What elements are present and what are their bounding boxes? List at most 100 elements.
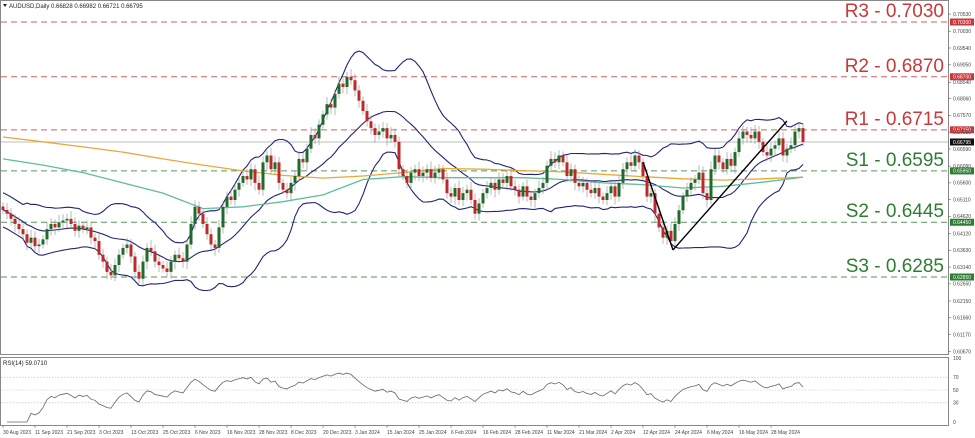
- candle-body: [649, 193, 653, 197]
- level-label-R2: R2 - 0.6870: [845, 56, 944, 77]
- level-label-S3: S3 - 0.6285: [846, 256, 944, 277]
- candle-body: [389, 134, 393, 139]
- candle-body: [141, 261, 145, 279]
- candle-body: [773, 145, 777, 149]
- candle-body: [485, 188, 489, 194]
- candle-body: [253, 169, 257, 183]
- candle-body: [273, 162, 277, 170]
- candle-body: [357, 90, 361, 101]
- candle-body: [93, 237, 97, 242]
- candle-body: [553, 158, 557, 163]
- candle-body: [689, 182, 693, 190]
- candle-body: [745, 131, 749, 135]
- candle-body: [605, 193, 609, 200]
- candle-body: [457, 188, 461, 200]
- candle-body: [361, 100, 365, 111]
- candle-body: [533, 193, 537, 200]
- x-tick-label: 16 May 2024: [739, 430, 768, 436]
- price-badge-S2: [950, 218, 974, 226]
- candle-body: [169, 261, 173, 272]
- candle-body: [465, 189, 469, 194]
- x-tick-label: 28 Feb 2024: [515, 430, 543, 436]
- candle-body: [573, 169, 577, 183]
- x-tick-label: 16 Nov 2023: [227, 430, 256, 436]
- y-tick-label: 0.64120: [953, 231, 971, 237]
- x-tick-label: 8 Dec 2023: [291, 430, 317, 436]
- symbol-header: AUDUSD,Daily 0.66828 0.66982 0.66721 0.6…: [9, 4, 143, 10]
- candle-body: [193, 206, 197, 224]
- level-label-S1: S1 - 0.6595: [846, 150, 944, 171]
- candle-body: [353, 80, 357, 91]
- candle-body: [209, 234, 213, 245]
- candle-body: [185, 244, 189, 262]
- candle-body: [497, 179, 501, 190]
- candle-body: [493, 182, 497, 190]
- candle-body: [181, 258, 185, 262]
- candle-body: [77, 225, 81, 231]
- y-tick-label: 0.60670: [953, 349, 971, 355]
- candle-body: [221, 206, 225, 228]
- candle-body: [117, 254, 121, 266]
- y-tick-label: 0.68060: [953, 96, 971, 102]
- trendline-1: [672, 120, 788, 251]
- level-label-R1: R1 - 0.6715: [845, 109, 944, 130]
- rsi-line: [7, 372, 804, 423]
- candle-body: [537, 188, 541, 194]
- current-price-badge-text: 0.66795: [953, 140, 971, 146]
- candle-body: [545, 165, 549, 183]
- candle-body: [801, 128, 805, 142]
- candle-body: [37, 244, 41, 247]
- candle-body: [561, 155, 565, 163]
- candle-body: [381, 128, 385, 132]
- candle-body: [377, 131, 381, 135]
- x-tick-label: 21 Mar 2024: [579, 430, 607, 436]
- candle-body: [741, 131, 745, 139]
- price-badge-R1: [950, 126, 974, 134]
- candle-body: [761, 141, 765, 153]
- level-label-R3: R3 - 0.7030: [845, 1, 944, 22]
- candle-body: [693, 179, 697, 183]
- x-tick-label: 13 Oct 2023: [131, 430, 158, 436]
- y-tick-label: 0.61170: [953, 332, 971, 338]
- candle-body: [481, 193, 485, 204]
- x-tick-label: 12 Apr 2024: [643, 430, 670, 436]
- candle-body: [509, 176, 513, 187]
- candle-body: [289, 182, 293, 194]
- y-tick-label: 0.63630: [953, 248, 971, 254]
- candle-body: [733, 152, 737, 166]
- candle-body: [637, 155, 641, 163]
- candle-body: [625, 162, 629, 170]
- candle-body: [621, 169, 625, 183]
- candle-body: [149, 247, 153, 252]
- candle-body: [669, 230, 673, 242]
- x-tick-label: 28 Nov 2023: [259, 430, 288, 436]
- candle-body: [705, 193, 709, 200]
- candle-body: [329, 104, 333, 108]
- x-tick-label: 6 Feb 2024: [451, 430, 477, 436]
- collapse-triangle-icon[interactable]: [3, 4, 7, 7]
- candle-body: [737, 138, 741, 153]
- candle-body: [33, 237, 37, 247]
- x-tick-label: 11 Sep 2023: [35, 430, 63, 436]
- y-tick-label: 0.70030: [953, 29, 971, 35]
- candle-body: [293, 176, 297, 183]
- candle-body: [461, 193, 465, 200]
- candle-body: [201, 213, 205, 224]
- candle-body: [173, 254, 177, 262]
- candle-body: [565, 162, 569, 177]
- candle-body: [725, 158, 729, 170]
- candle-body: [597, 188, 601, 197]
- x-tick-label: 24 Apr 2024: [675, 430, 702, 436]
- candle-body: [425, 169, 429, 173]
- x-tick-label: 3 Oct 2023: [99, 430, 124, 436]
- candle-body: [9, 213, 13, 219]
- x-tick-label: 6 May 2024: [707, 430, 733, 436]
- x-tick-label: 25 Oct 2023: [163, 430, 190, 436]
- candle-body: [421, 172, 425, 177]
- candle-body: [297, 158, 301, 177]
- candle-body: [17, 223, 21, 230]
- candle-body: [233, 189, 237, 200]
- trendline-0: [642, 161, 674, 251]
- candle-body: [601, 196, 605, 200]
- candle-body: [1, 206, 5, 210]
